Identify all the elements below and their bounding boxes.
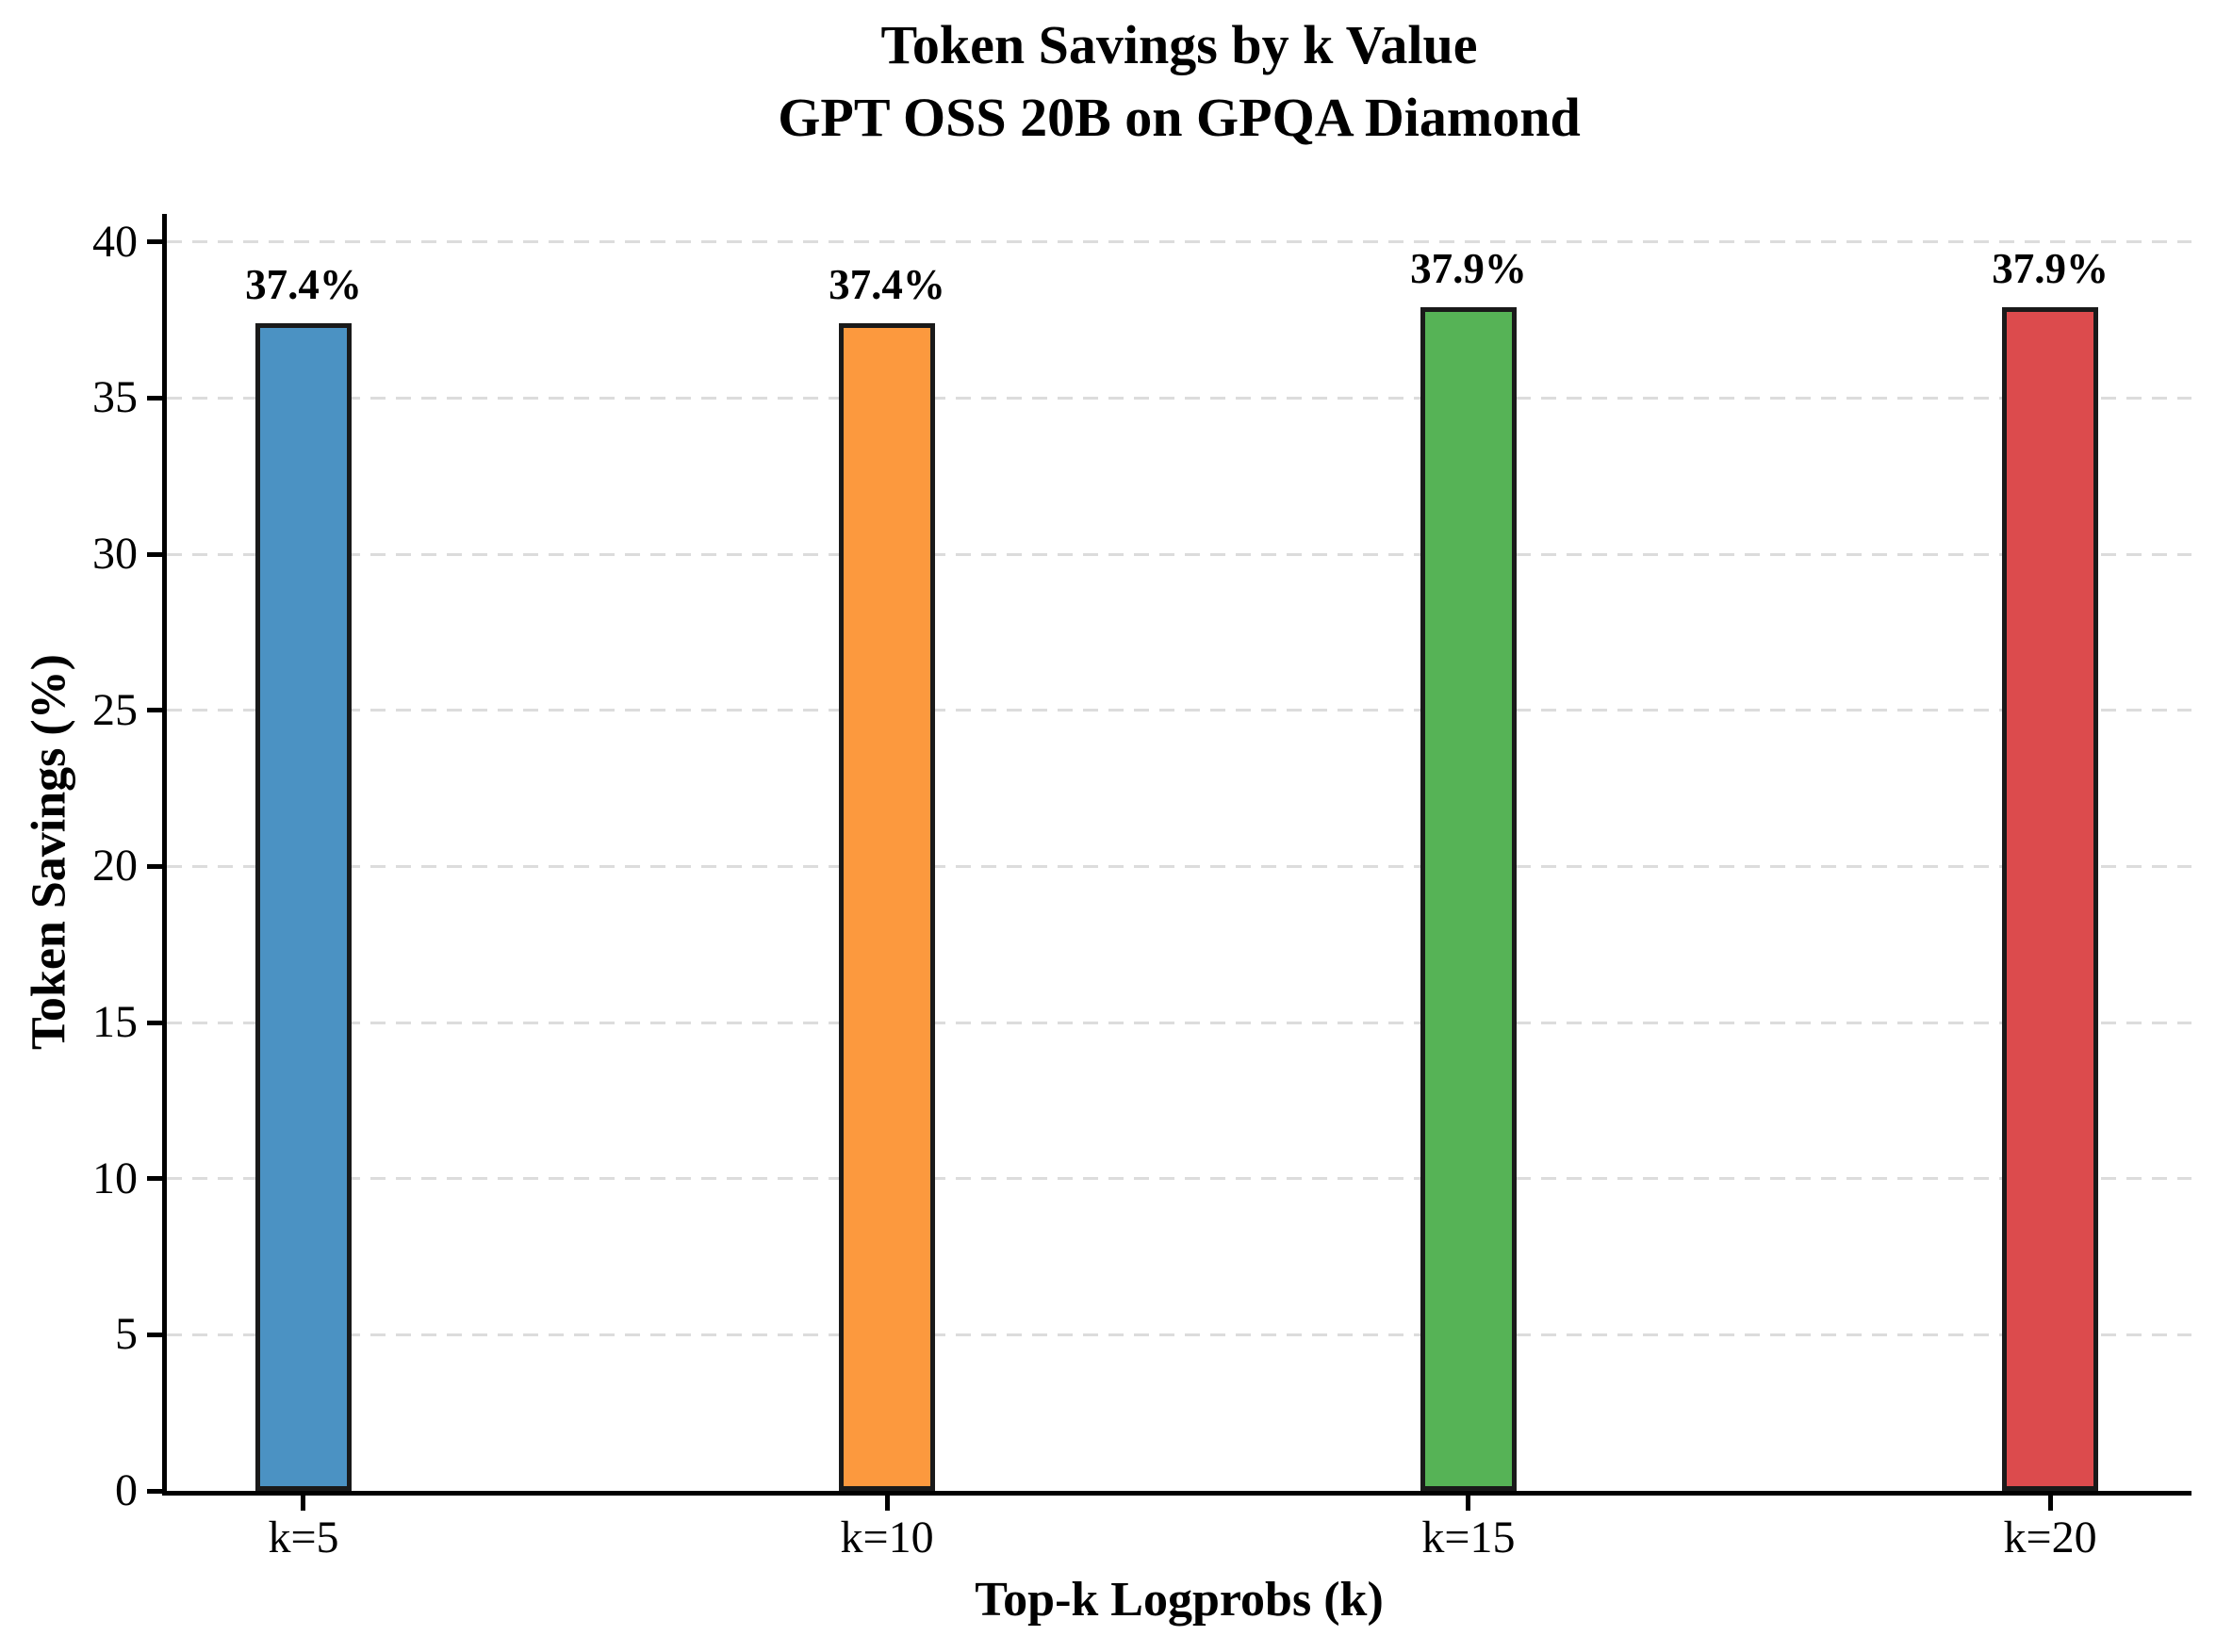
chart-subtitle: GPT OSS 20B on GPQA Diamond <box>778 86 1581 148</box>
bar-k=20 <box>2002 307 2099 1491</box>
y-tick-label: 0 <box>115 1465 138 1515</box>
y-axis-spine <box>162 214 167 1496</box>
bar-value-label: 37.9% <box>1992 245 2109 293</box>
y-tick-label: 40 <box>92 216 138 267</box>
y-tick-mark <box>147 551 162 557</box>
y-tick-mark <box>147 863 162 869</box>
y-tick-label: 15 <box>92 997 138 1048</box>
bar-k=5 <box>254 322 352 1491</box>
x-tick-mark <box>884 1496 890 1511</box>
y-tick-mark <box>147 708 162 713</box>
chart-title-block: Token Savings by k Value GPT OSS 20B on … <box>167 9 2191 154</box>
y-tick-mark <box>147 1332 162 1337</box>
y-tick-label: 20 <box>92 841 138 891</box>
x-tick-label: k=5 <box>268 1513 339 1562</box>
y-tick-mark <box>147 239 162 245</box>
gridline <box>167 552 2191 556</box>
gridline <box>167 1021 2191 1024</box>
x-tick-label: k=20 <box>2003 1513 2097 1562</box>
bar-value-label: 37.9% <box>1410 245 1527 293</box>
bar-k=10 <box>839 322 936 1491</box>
bar-k=15 <box>1420 307 1517 1491</box>
y-tick-label: 25 <box>92 684 138 735</box>
gridline <box>167 1333 2191 1336</box>
bar-value-label: 37.4% <box>245 260 362 308</box>
gridline <box>167 864 2191 868</box>
y-tick-mark <box>147 1176 162 1182</box>
x-tick-mark <box>1466 1496 1471 1511</box>
gridline <box>167 240 2191 244</box>
gridline <box>167 396 2191 400</box>
y-tick-label: 10 <box>92 1153 138 1203</box>
x-axis-label: Top-k Logprobs (k) <box>975 1573 1384 1627</box>
x-tick-label: k=10 <box>840 1513 934 1562</box>
y-tick-label: 35 <box>92 372 138 423</box>
y-tick-label: 30 <box>92 529 138 580</box>
x-tick-mark <box>301 1496 306 1511</box>
x-tick-label: k=15 <box>1421 1513 1516 1562</box>
y-tick-mark <box>147 1488 162 1494</box>
chart-title: Token Savings by k Value <box>880 14 1478 75</box>
y-tick-mark <box>147 1020 162 1025</box>
gridline <box>167 709 2191 712</box>
x-axis-spine <box>162 1491 2191 1496</box>
plot-area: 37.4% 37.4% 37.9% 37.9% <box>162 214 2191 1496</box>
bar-value-label: 37.4% <box>829 260 945 308</box>
y-tick-mark <box>147 395 162 401</box>
gridline <box>167 1177 2191 1181</box>
x-tick-mark <box>2047 1496 2053 1511</box>
y-tick-label: 5 <box>115 1309 138 1360</box>
